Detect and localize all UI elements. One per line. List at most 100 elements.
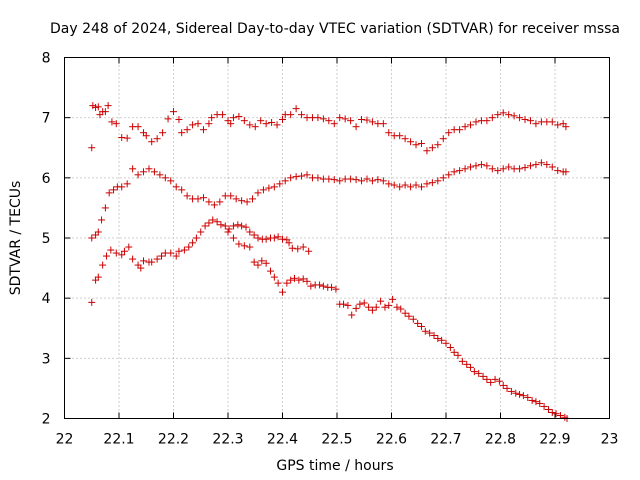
data-point <box>172 183 180 191</box>
data-point <box>216 198 224 206</box>
data-point <box>472 118 480 126</box>
data-point <box>112 249 120 257</box>
data-point <box>219 111 227 119</box>
data-point <box>325 117 333 125</box>
data-point <box>172 252 180 260</box>
chart-title: Day 248 of 2024, Sidereal Day-to-day VTE… <box>50 21 620 37</box>
data-point <box>175 115 183 123</box>
data-point <box>208 114 216 122</box>
data-point <box>417 140 425 148</box>
x-tick-label: 22.2 <box>158 432 189 448</box>
data-point <box>105 189 113 197</box>
data-point <box>88 144 96 152</box>
data-point <box>178 186 186 194</box>
data-point <box>325 175 333 183</box>
data-point <box>123 134 131 142</box>
data-point <box>108 118 116 126</box>
data-point <box>347 175 355 183</box>
data-point <box>134 123 142 131</box>
data-point <box>102 252 110 260</box>
data-point <box>295 276 303 284</box>
data-point <box>183 192 191 200</box>
data-point <box>445 171 453 179</box>
data-point <box>393 303 401 311</box>
data-point <box>276 180 284 188</box>
data-points <box>88 102 571 422</box>
x-tick-label: 23 <box>601 432 619 448</box>
data-point <box>407 138 415 146</box>
data-point <box>153 255 161 263</box>
data-point <box>356 300 364 308</box>
data-point <box>414 319 422 327</box>
data-point <box>238 197 246 205</box>
data-point <box>287 276 295 284</box>
data-point <box>279 115 286 123</box>
data-point <box>472 162 480 170</box>
data-point <box>98 216 106 224</box>
data-point <box>467 363 475 371</box>
data-point <box>461 123 469 131</box>
x-tick-labels: 22 22.1 22.2 22.3 22.4 22.5 22.6 22.7 22.8 22.9 23 <box>56 432 619 448</box>
data-point <box>385 129 393 137</box>
data-point <box>273 121 281 129</box>
data-point <box>519 392 527 400</box>
data-point <box>491 375 499 383</box>
data-point <box>194 120 202 128</box>
data-point <box>224 228 232 236</box>
data-point <box>183 126 191 134</box>
grid-lines <box>64 57 610 419</box>
data-point <box>161 174 169 182</box>
data-point <box>274 233 282 241</box>
data-point <box>129 165 137 173</box>
data-point <box>434 177 442 185</box>
data-point <box>281 177 289 185</box>
data-point <box>303 277 311 285</box>
data-point <box>192 234 200 242</box>
data-point <box>290 274 298 282</box>
y-tick-label: 4 <box>42 291 51 307</box>
data-point <box>189 239 197 247</box>
data-point <box>303 171 311 179</box>
x-tick-label: 22.9 <box>539 432 570 448</box>
data-point <box>268 118 276 126</box>
data-point <box>199 194 207 202</box>
data-point <box>368 306 376 314</box>
data-point <box>409 315 417 323</box>
data-point <box>494 111 502 119</box>
data-point <box>319 282 327 290</box>
data-point <box>88 234 96 242</box>
data-point <box>562 168 570 176</box>
data-point <box>499 109 507 117</box>
y-tick-label: 8 <box>42 51 51 67</box>
data-point <box>368 118 376 126</box>
data-point <box>450 168 458 176</box>
data-point <box>150 168 158 176</box>
data-point <box>129 255 137 263</box>
data-point <box>352 123 360 131</box>
data-point <box>134 171 142 179</box>
data-point <box>88 298 96 306</box>
data-point <box>292 173 300 181</box>
data-point <box>454 351 462 359</box>
data-point <box>401 181 409 189</box>
data-point <box>279 288 286 296</box>
data-point <box>532 161 540 169</box>
data-point <box>140 168 148 176</box>
data-point <box>467 163 475 171</box>
data-point <box>379 177 387 185</box>
y-tick-label: 6 <box>42 171 51 187</box>
data-point <box>142 132 150 140</box>
data-point <box>110 186 118 194</box>
y-tick-label: 2 <box>42 412 51 428</box>
data-point <box>197 228 205 236</box>
x-tick-label: 22.4 <box>267 432 298 448</box>
data-point <box>483 162 491 170</box>
data-point <box>412 181 420 189</box>
data-point <box>336 114 344 122</box>
data-point <box>279 235 286 243</box>
data-point <box>556 411 564 419</box>
data-point <box>319 115 327 123</box>
data-point <box>360 299 368 307</box>
data-point <box>99 261 107 269</box>
data-point <box>283 279 291 287</box>
